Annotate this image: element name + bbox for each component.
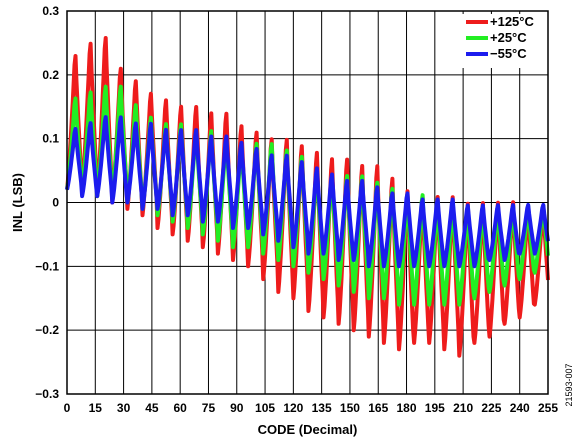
x-tick-label: 225: [481, 401, 501, 415]
series-125c-line: [65, 36, 550, 358]
plot-frame: [66, 10, 549, 395]
y-tick-label: −0.1: [35, 259, 59, 273]
x-tick-label: 255: [538, 401, 558, 415]
legend-label-minus55c: −55°C: [490, 46, 527, 61]
x-tick-label: 180: [397, 401, 417, 415]
y-axis-title: INL (LSB): [10, 173, 25, 232]
y-tick-label: 0.1: [42, 132, 59, 146]
y-tick-label: 0.3: [42, 4, 59, 18]
legend-label-125c: +125°C: [490, 14, 534, 29]
x-tick-label: 150: [340, 401, 360, 415]
y-tick-label: −0.3: [35, 387, 59, 401]
x-tick-label: 0: [64, 401, 71, 415]
x-tick-label: 30: [117, 401, 131, 415]
x-tick-label: 105: [255, 401, 275, 415]
x-tick-label: 120: [283, 401, 303, 415]
y-tick-label: 0: [52, 196, 59, 210]
x-tick-label: 135: [312, 401, 332, 415]
legend: +125°C +25°C −55°C: [462, 14, 544, 68]
x-tick-label: 240: [510, 401, 530, 415]
x-tick-label: 60: [173, 401, 187, 415]
x-tick-label: 165: [368, 401, 388, 415]
y-tick-label: 0.2: [42, 68, 59, 82]
x-tick-label: 90: [230, 401, 244, 415]
x-tick-label: 195: [425, 401, 445, 415]
series-minus55c-line: [65, 115, 550, 269]
legend-label-25c: +25°C: [490, 30, 527, 45]
x-tick-label: 45: [145, 401, 159, 415]
figure-code: 21593-007: [564, 363, 574, 406]
series-lines: [65, 36, 550, 358]
x-tick-label: 75: [202, 401, 216, 415]
x-axis-title: CODE (Decimal): [258, 422, 358, 437]
x-tick-label: 210: [453, 401, 473, 415]
x-tick-labels: 0 15 30 45 60 75 90 105 120 135 150 165 180 195 210 225…: [64, 401, 559, 415]
x-tick-label: 15: [89, 401, 103, 415]
y-tick-labels: −0.3 −0.2 −0.1 0 0.1 0.2 0.3: [35, 4, 59, 401]
y-tick-label: −0.2: [35, 323, 59, 337]
